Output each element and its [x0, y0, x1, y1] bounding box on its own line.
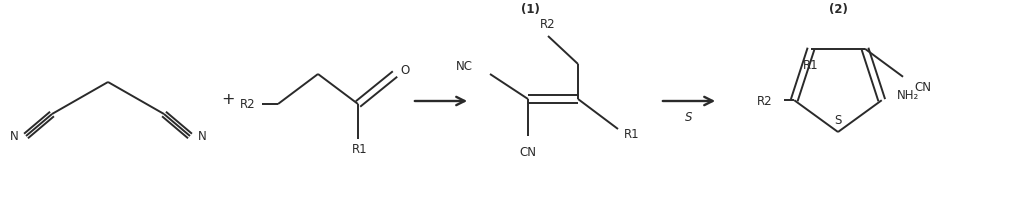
Text: CN: CN — [519, 146, 537, 159]
Text: O: O — [400, 63, 410, 76]
Text: +: + — [221, 92, 234, 107]
Text: R1: R1 — [803, 59, 819, 72]
Text: R1: R1 — [625, 128, 640, 141]
Text: S: S — [835, 114, 842, 127]
Text: R2: R2 — [757, 94, 772, 107]
Text: N: N — [198, 130, 207, 143]
Text: N: N — [9, 130, 18, 143]
Text: (1): (1) — [520, 3, 540, 16]
Text: R2: R2 — [541, 18, 556, 31]
Text: NH₂: NH₂ — [897, 88, 919, 101]
Text: S: S — [685, 111, 693, 124]
Text: R1: R1 — [352, 143, 368, 156]
Text: (2): (2) — [828, 3, 848, 16]
Text: R2: R2 — [241, 98, 256, 111]
Text: NC: NC — [456, 60, 473, 73]
Text: CN: CN — [914, 81, 932, 94]
